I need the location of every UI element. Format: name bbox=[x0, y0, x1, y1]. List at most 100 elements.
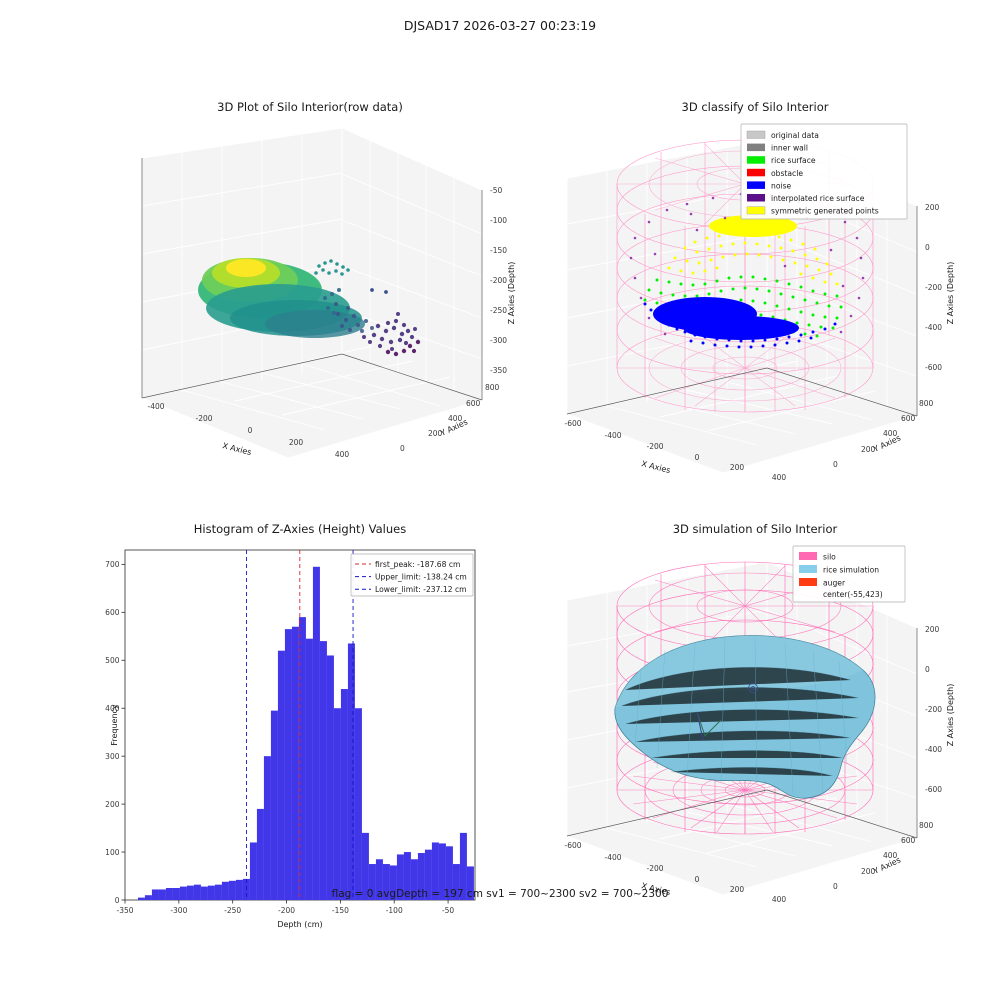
svg-text:200: 200 bbox=[730, 885, 745, 894]
sim-spines bbox=[566, 628, 918, 839]
svg-text:600: 600 bbox=[901, 414, 916, 423]
panel-3d-raw-canvas[interactable]: -400 -200 0 200 400 0 200 400 600 800 -5… bbox=[110, 118, 516, 478]
classify-yticklabels: 0 200 400 600 800 bbox=[833, 399, 934, 469]
histogram-bar bbox=[298, 617, 306, 900]
histogram-bar bbox=[396, 854, 404, 900]
histogram-bar bbox=[445, 846, 453, 900]
svg-text:-200: -200 bbox=[646, 442, 663, 451]
histogram-bar bbox=[452, 864, 460, 900]
histogram-bar bbox=[382, 864, 390, 900]
histogram-bar bbox=[424, 849, 432, 900]
histogram-bar bbox=[333, 708, 341, 900]
panel-histogram-title: Histogram of Z-Axies (Height) Values bbox=[193, 522, 407, 536]
svg-text:-400: -400 bbox=[925, 323, 942, 332]
classify-xlabel: X Axies bbox=[641, 459, 672, 475]
svg-text:-250: -250 bbox=[490, 306, 507, 315]
svg-text:-300: -300 bbox=[490, 336, 507, 345]
histogram-bar bbox=[256, 808, 264, 900]
point-cloud-raw bbox=[198, 258, 421, 357]
histogram-yticklabel: 100 bbox=[105, 848, 120, 857]
sim-legend[interactable]: silo rice simulation auger center(-55,423) bbox=[792, 545, 906, 603]
panel-3d-raw: 3D Plot of Silo Interior(row data) bbox=[110, 100, 516, 480]
histogram-bar bbox=[200, 886, 208, 900]
histogram-legend-label: Upper_limit: -138.24 cm bbox=[375, 572, 467, 581]
svg-text:400: 400 bbox=[883, 851, 898, 860]
histogram-bar bbox=[172, 888, 180, 900]
svg-text:0: 0 bbox=[833, 882, 838, 891]
histogram-bar bbox=[438, 843, 446, 900]
sim-legend-label: rice simulation bbox=[823, 566, 879, 575]
panel-3d-simulation-title: 3D simulation of Silo Interior bbox=[672, 522, 838, 536]
histogram-bar bbox=[389, 865, 397, 900]
histogram-xticklabel: -300 bbox=[170, 906, 187, 915]
histogram-bar bbox=[186, 885, 194, 900]
panel-3d-simulation-canvas[interactable]: -600 -400 -200 0 200 400 0 200 400 600 8… bbox=[545, 540, 965, 910]
histogram-bar bbox=[417, 853, 425, 900]
svg-text:400: 400 bbox=[335, 450, 350, 459]
histogram-yticklabel: 400 bbox=[105, 704, 120, 713]
histogram-yticks: 0 100 200 300 400 500 600 700 bbox=[105, 560, 125, 905]
histogram-bar bbox=[340, 689, 348, 900]
sim-legend-swatch bbox=[799, 578, 817, 586]
histogram-bar bbox=[403, 852, 411, 900]
classify-legend-label: obstacle bbox=[771, 169, 803, 178]
histogram-legend-label: Lower_limit: -237.12 cm bbox=[375, 585, 467, 594]
sim-legend-swatch bbox=[799, 552, 817, 560]
classify-legend-label: noise bbox=[771, 181, 792, 190]
figure-suptitle: DJSAD17 2026-03-27 00:23:19 bbox=[403, 18, 597, 33]
classify-legend-label: interpolated rice surface bbox=[771, 194, 865, 203]
histogram-bar bbox=[410, 859, 418, 900]
histogram-yticklabel: 600 bbox=[105, 608, 120, 617]
histogram-yticklabel: 300 bbox=[105, 752, 120, 761]
histogram-bar bbox=[263, 756, 271, 900]
histogram-bar bbox=[291, 626, 299, 900]
histogram-xticklabel: -50 bbox=[442, 906, 454, 915]
histogram-bar bbox=[347, 643, 355, 900]
classify-legend-swatch bbox=[746, 206, 766, 215]
axes3d-raw-xticklabels: -400 -200 0 200 400 bbox=[147, 402, 349, 459]
classify-legend-label: rice surface bbox=[771, 156, 816, 165]
panel-3d-classify-canvas[interactable]: -600 -400 -200 0 200 400 0 200 400 600 8… bbox=[545, 118, 965, 483]
sim-xticklabels: -600 -400 -200 0 200 400 bbox=[564, 841, 786, 904]
classify-legend-swatch bbox=[747, 181, 765, 189]
panel-3d-simulation: 3D simulation of Silo Interior bbox=[545, 522, 965, 904]
histogram-bar bbox=[319, 641, 327, 900]
svg-text:800: 800 bbox=[485, 383, 500, 392]
classify-legend[interactable]: original data inner wall rice surface obsta… bbox=[740, 123, 908, 220]
histogram-legend-items: first_peak: -187.68 cm Upper_limit: -138.… bbox=[355, 560, 467, 594]
axes3d-raw-zticklabels: -50 -100 -150 -200 -250 -300 -350 bbox=[490, 186, 507, 375]
axes3d-raw-zlabel: Z Axies (Depth) bbox=[507, 262, 516, 325]
classify-legend-swatch bbox=[747, 156, 765, 164]
svg-text:400: 400 bbox=[772, 473, 787, 482]
svg-text:0: 0 bbox=[248, 426, 253, 435]
histogram-bar bbox=[466, 866, 474, 900]
classify-legend-swatch bbox=[747, 168, 765, 177]
svg-text:-200: -200 bbox=[195, 414, 212, 423]
histogram-bar bbox=[144, 895, 152, 900]
svg-text:-400: -400 bbox=[604, 853, 621, 862]
sim-zlabel: Z Axies (Depth) bbox=[946, 684, 955, 747]
histogram-xticklabel: -200 bbox=[278, 906, 295, 915]
histogram-annotation-lines bbox=[246, 550, 354, 900]
svg-text:0: 0 bbox=[695, 453, 700, 462]
histogram-bar bbox=[193, 884, 201, 900]
histogram-xlabel: Depth (cm) bbox=[277, 920, 322, 929]
svg-text:-600: -600 bbox=[925, 363, 942, 372]
svg-text:-150: -150 bbox=[490, 246, 507, 255]
axes3d-gridlines bbox=[141, 134, 483, 431]
svg-text:-400: -400 bbox=[604, 431, 621, 440]
classify-legend-label: inner wall bbox=[771, 144, 808, 153]
histogram-bar bbox=[214, 884, 222, 900]
histogram-bar bbox=[270, 710, 278, 900]
classify-legend-label: original data bbox=[771, 131, 819, 140]
histogram-yticklabel: 700 bbox=[105, 560, 120, 569]
histogram-bar bbox=[277, 650, 285, 900]
histogram-bar bbox=[151, 889, 159, 900]
histogram-xticks: -350 -300 -250 -200 -150 -100 -50 bbox=[116, 900, 454, 915]
histogram-bar bbox=[305, 638, 313, 900]
histogram-legend[interactable]: first_peak: -187.68 cm Upper_limit: -138.… bbox=[350, 553, 474, 597]
histogram-ylabel: Frequency bbox=[110, 704, 119, 746]
svg-text:800: 800 bbox=[919, 821, 934, 830]
